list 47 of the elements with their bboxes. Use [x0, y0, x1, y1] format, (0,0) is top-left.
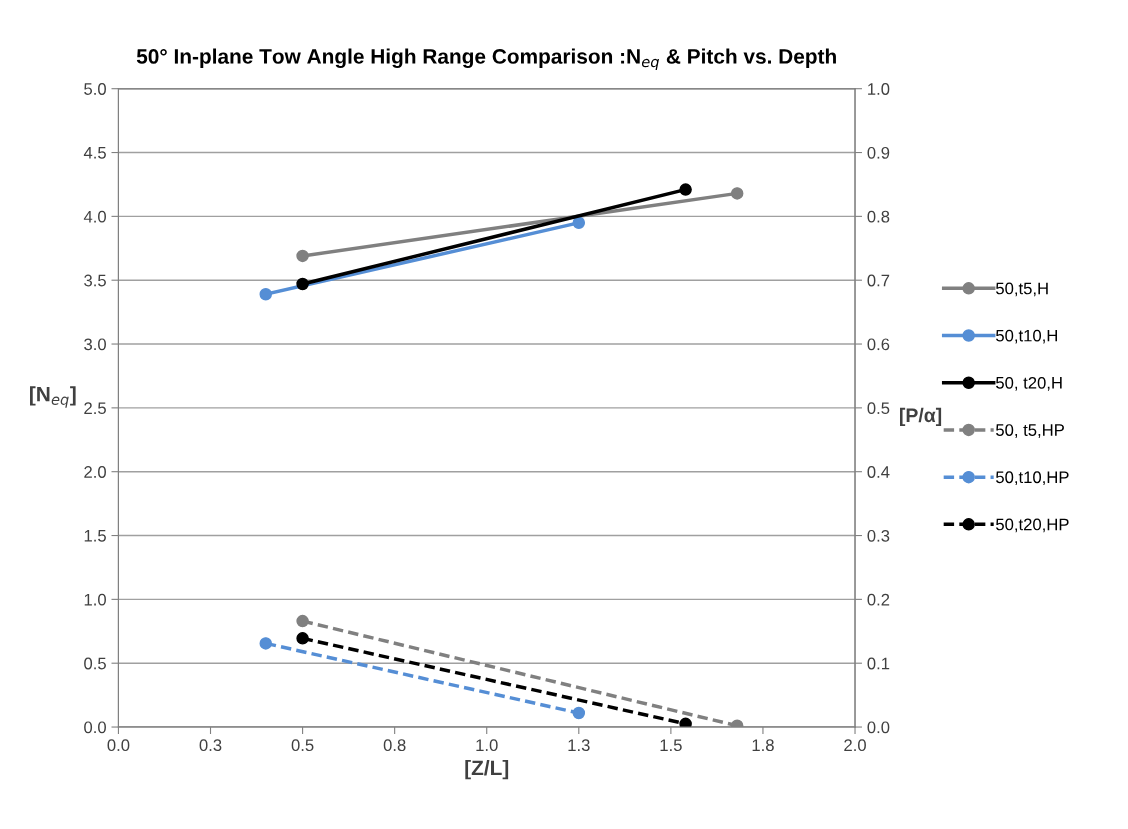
y-axis-title: [N$_{eq}$]: [30, 386, 76, 408]
y2-tick-label: 0.4: [867, 466, 890, 478]
x-tick-label: 1.8: [752, 739, 774, 752]
chart-title: 50° In-plane Tow Angle High Range Comparison :N$_{eq}$ & Pitch vs. Depth: [136, 48, 836, 71]
y2-tick-label: 0.0: [867, 721, 890, 734]
y2-tick-label: 0.9: [867, 146, 890, 159]
y-tick-label: 3.5: [84, 274, 106, 287]
y2-axis-title: [P/α]: [900, 407, 942, 426]
y2-tick-label: 0.7: [867, 274, 890, 287]
x-tick-label: 2.0: [844, 739, 866, 752]
x-axis-title: [Z/L]: [465, 759, 509, 780]
y-tick-label: 4.0: [83, 210, 106, 223]
y2-tick-label: 0.2: [867, 593, 890, 606]
legend-label: 50, t5,HP: [996, 424, 1064, 438]
y2-tick-label: 0.1: [867, 657, 890, 670]
legend-label: 50,t5,H: [996, 282, 1048, 297]
y-tick-label: 3.0: [84, 338, 106, 351]
y-tick-label: 0.5: [84, 657, 106, 670]
y-tick-label: 5.0: [84, 83, 106, 95]
legend-label: 50, t20,H: [996, 376, 1062, 391]
point: [296, 249, 309, 263]
legend-label: 50,t10,HP: [996, 471, 1069, 486]
y-tick-label: 4.5: [83, 147, 106, 159]
y-tick-label: 2.5: [84, 402, 106, 415]
point: [730, 187, 744, 200]
x-tick-label: 0.8: [383, 739, 406, 752]
x-tick-label: 1.0: [476, 739, 498, 752]
legend-label: 50,t10,H: [996, 329, 1057, 344]
y-tick-label: 0.0: [84, 721, 106, 734]
x-tick-label: 0.5: [291, 739, 314, 752]
y2-tick-label: 0.6: [867, 338, 890, 351]
point: [296, 277, 309, 291]
y2-tick-label: 0.3: [867, 529, 890, 542]
x-tick-label: 0.0: [107, 739, 130, 752]
point: [572, 216, 586, 230]
y-tick-label: 1.5: [84, 530, 106, 542]
point: [259, 287, 273, 301]
y-tick-label: 2.0: [84, 466, 106, 478]
y2-tick-label: 1.0: [868, 83, 890, 95]
point: [679, 183, 692, 196]
y-tick-label: 1.0: [84, 593, 106, 606]
x-tick-label: 0.3: [199, 739, 222, 752]
x-tick-label: 1.5: [660, 739, 682, 752]
legend-label: 50,t20,HP: [996, 518, 1069, 533]
y2-tick-label: 0.5: [867, 402, 890, 415]
y2-tick-label: 0.8: [867, 210, 890, 223]
x-tick-label: 1.3: [568, 739, 590, 752]
